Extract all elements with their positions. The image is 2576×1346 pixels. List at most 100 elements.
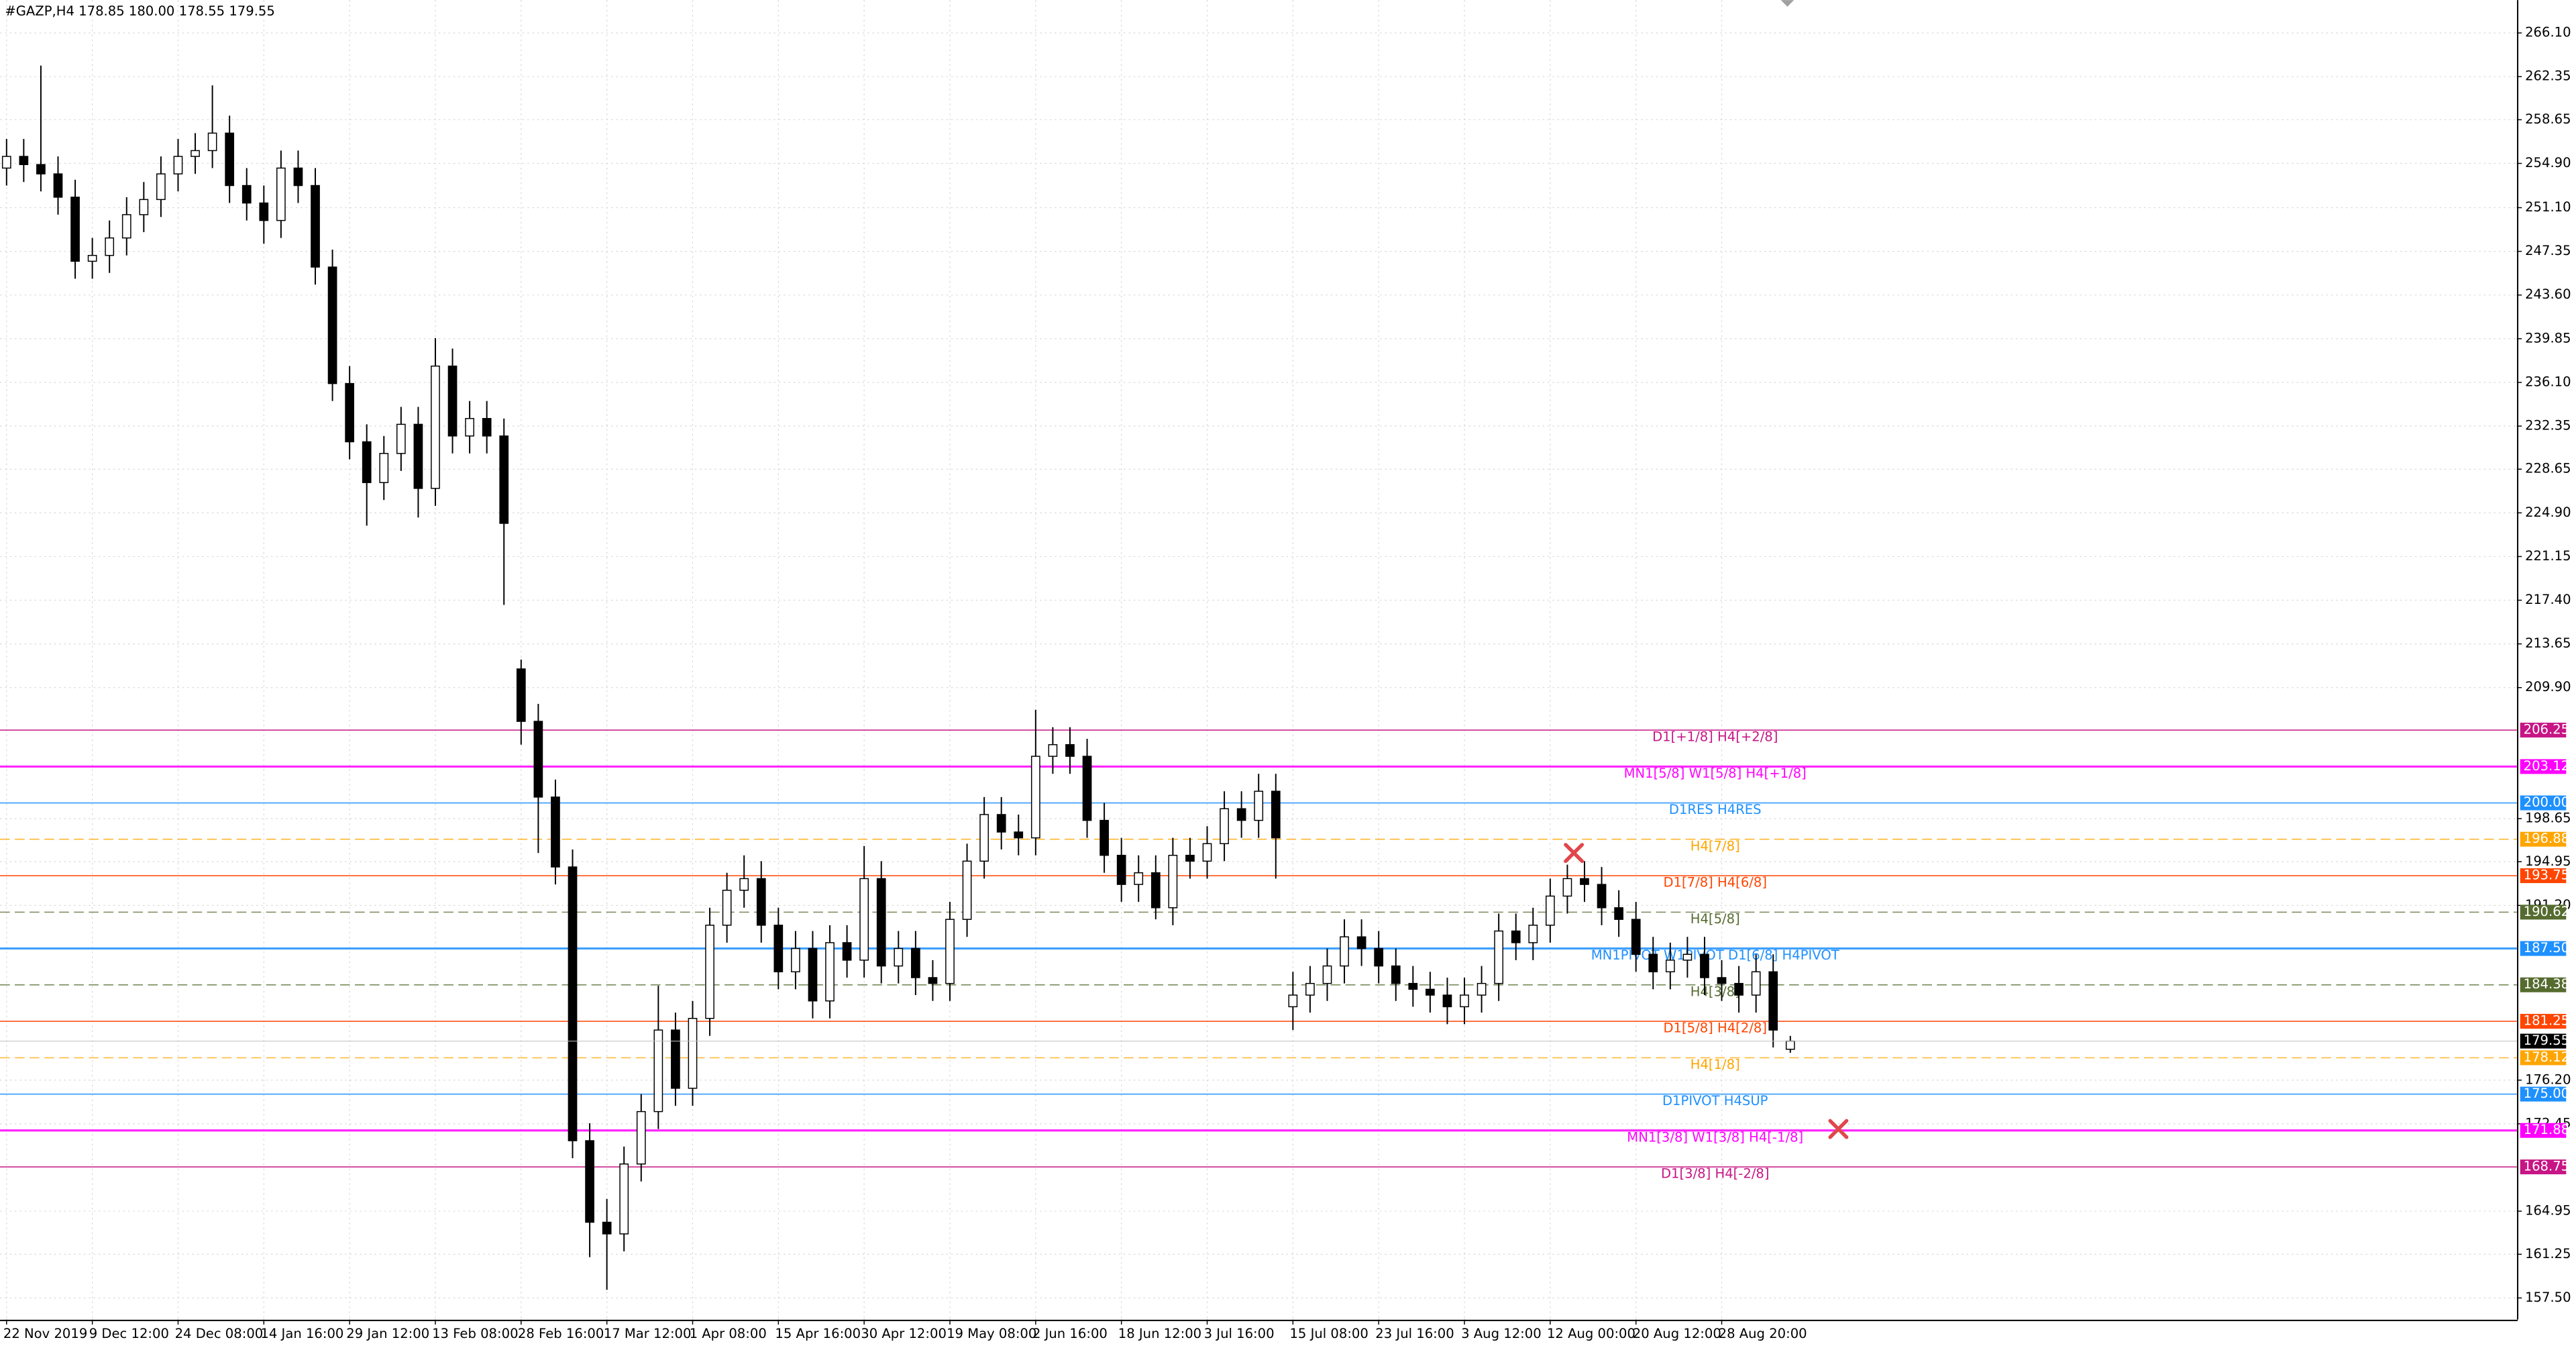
candle-body (653, 1029, 663, 1112)
candle-body (87, 254, 97, 262)
candle-body (1014, 831, 1024, 839)
candle-body (53, 173, 63, 198)
candle-body (636, 1110, 646, 1165)
candle-body (465, 417, 474, 437)
candle-body (1065, 744, 1075, 757)
price-tag-label: 206.25 (2524, 722, 2570, 737)
y-tick-label: 243.60 (2525, 287, 2571, 302)
x-tick-label: 15 Jul 08:00 (1289, 1326, 1368, 1341)
candle-body (996, 814, 1006, 833)
candle-body (1134, 872, 1144, 885)
candle-body (1, 156, 11, 169)
candle-body (1768, 971, 1778, 1031)
price-tag-label: 171.88 (2524, 1122, 2570, 1137)
candle-body (225, 132, 235, 187)
candle-body (1528, 925, 1538, 943)
price-tag (2520, 1086, 2567, 1102)
candle-body (585, 1140, 594, 1223)
candle-body (568, 866, 578, 1141)
candle-body (1340, 936, 1349, 967)
price-tag-label: 203.12 (2524, 758, 2570, 774)
y-tick-label: 217.40 (2525, 592, 2571, 607)
candle-body (722, 890, 732, 926)
candle-body (1202, 843, 1212, 862)
x-tick-label: 17 Mar 12:00 (604, 1326, 692, 1341)
candle-body (105, 237, 115, 256)
x-tick-label: 29 Jan 12:00 (346, 1326, 429, 1341)
price-tag-label: 190.62 (2524, 904, 2570, 919)
candle-body (842, 942, 852, 961)
candle-body (431, 365, 440, 489)
candle-body (705, 925, 714, 1019)
y-tick-label: 266.10 (2525, 25, 2571, 40)
candle-body (1426, 988, 1435, 996)
candle-body (379, 453, 389, 483)
candle-body (1442, 994, 1452, 1008)
candle-body (516, 668, 526, 722)
price-tag-label: 200.00 (2524, 794, 2570, 810)
candle-body (1048, 744, 1058, 757)
y-tick-label: 224.90 (2525, 505, 2571, 520)
candle-body (1494, 930, 1504, 984)
price-tag-label: 187.50 (2524, 940, 2570, 955)
candle-body (894, 947, 904, 967)
level-label: MN1[5/8] W1[5/8] H4[+1/8] (1624, 766, 1807, 781)
price-tag (2520, 1123, 2567, 1138)
candle-body (1648, 953, 1658, 973)
y-tick-label: 236.10 (2525, 374, 2571, 389)
x-tick-label: 28 Feb 16:00 (518, 1326, 604, 1341)
candle-body (1408, 982, 1418, 990)
price-tag-label: 178.12 (2524, 1049, 2570, 1065)
y-tick-label: 254.90 (2525, 155, 2571, 170)
y-tick-label: 247.35 (2525, 243, 2571, 258)
candle-body (327, 266, 337, 384)
candle-body (311, 185, 320, 268)
candle-body (1082, 756, 1092, 821)
candle-body (191, 150, 200, 157)
axis-layer: 266.10 262.35 258.65 254.90 251.10 247.35 243.… (0, 25, 2571, 1341)
y-tick-label: 251.10 (2525, 199, 2571, 215)
price-tag (2520, 723, 2567, 738)
y-tick-label: 157.50 (2525, 1290, 2571, 1305)
price-tag (2520, 1159, 2567, 1175)
price-tag (2520, 941, 2567, 956)
candle-body (1614, 907, 1623, 920)
candle-body (276, 167, 286, 221)
candle-body (619, 1163, 629, 1235)
candle-body (1150, 872, 1161, 909)
y-tick-label: 221.15 (2525, 548, 2571, 564)
x-tick-label: 12 Aug 00:00 (1547, 1326, 1635, 1341)
candle-body (1305, 982, 1315, 996)
candle-body (825, 942, 835, 1002)
candle-body (688, 1018, 698, 1089)
candle-body (1356, 936, 1366, 949)
y-tick-label: 262.35 (2525, 68, 2571, 84)
x-tick-label: 1 Apr 08:00 (690, 1326, 767, 1341)
candle-body (945, 919, 955, 984)
candle-body (1700, 953, 1709, 978)
x-tick-label: 28 Aug 20:00 (1719, 1326, 1807, 1341)
candle-body (1545, 895, 1555, 926)
level-label: D1RES H4RES (1669, 802, 1762, 817)
y-tick-label: 258.65 (2525, 111, 2571, 127)
candle-body (1751, 971, 1761, 996)
candle-body (70, 197, 80, 262)
candle-body (602, 1221, 612, 1235)
x-tick-label: 9 Dec 12:00 (89, 1326, 169, 1341)
candle-body (1254, 790, 1264, 821)
candle-body (362, 441, 372, 483)
candle-body (739, 878, 749, 891)
candle-body (1374, 947, 1384, 967)
shift-marker (1780, 0, 1794, 7)
price-tag-label: 181.25 (2524, 1013, 2570, 1029)
x-tick-label: 24 Dec 08:00 (175, 1326, 264, 1341)
candle-body (671, 1029, 680, 1089)
candle-body (345, 382, 355, 443)
candle-body (413, 423, 423, 489)
y-tick-label: 228.65 (2525, 461, 2571, 476)
price-tag (2520, 977, 2567, 992)
candle-body (1391, 965, 1401, 984)
candle-body (1562, 878, 1572, 897)
level-label: D1[+1/8] H4[+2/8] (1652, 729, 1778, 745)
candle-body (173, 156, 183, 174)
